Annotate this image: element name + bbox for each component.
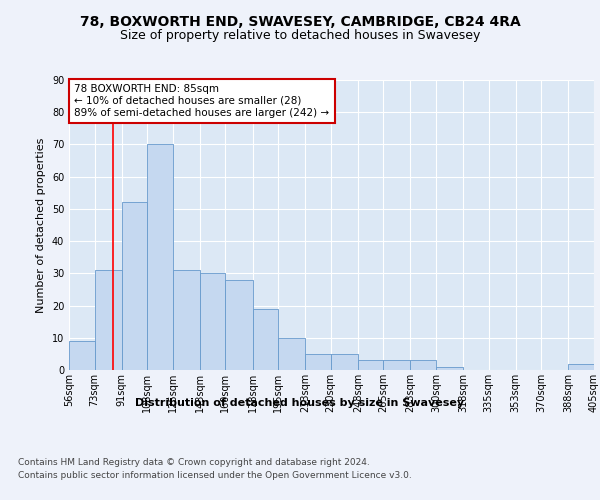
Bar — [383, 360, 410, 370]
Text: Distribution of detached houses by size in Swavesey: Distribution of detached houses by size … — [136, 398, 464, 407]
Bar — [305, 354, 331, 370]
Bar — [278, 338, 305, 370]
Bar — [226, 280, 253, 370]
Y-axis label: Number of detached properties: Number of detached properties — [36, 138, 46, 312]
Bar — [147, 144, 173, 370]
Bar — [69, 341, 95, 370]
Text: 78 BOXWORTH END: 85sqm
← 10% of detached houses are smaller (28)
89% of semi-det: 78 BOXWORTH END: 85sqm ← 10% of detached… — [74, 84, 329, 117]
Bar — [95, 270, 122, 370]
Bar — [410, 360, 436, 370]
Text: Contains public sector information licensed under the Open Government Licence v3: Contains public sector information licen… — [18, 472, 412, 480]
Bar — [200, 274, 226, 370]
Text: Contains HM Land Registry data © Crown copyright and database right 2024.: Contains HM Land Registry data © Crown c… — [18, 458, 370, 467]
Text: Size of property relative to detached houses in Swavesey: Size of property relative to detached ho… — [120, 30, 480, 43]
Bar — [568, 364, 594, 370]
Bar — [253, 309, 278, 370]
Bar — [331, 354, 358, 370]
Bar — [122, 202, 147, 370]
Bar — [173, 270, 200, 370]
Bar — [436, 367, 463, 370]
Text: 78, BOXWORTH END, SWAVESEY, CAMBRIDGE, CB24 4RA: 78, BOXWORTH END, SWAVESEY, CAMBRIDGE, C… — [80, 16, 520, 30]
Bar — [358, 360, 383, 370]
